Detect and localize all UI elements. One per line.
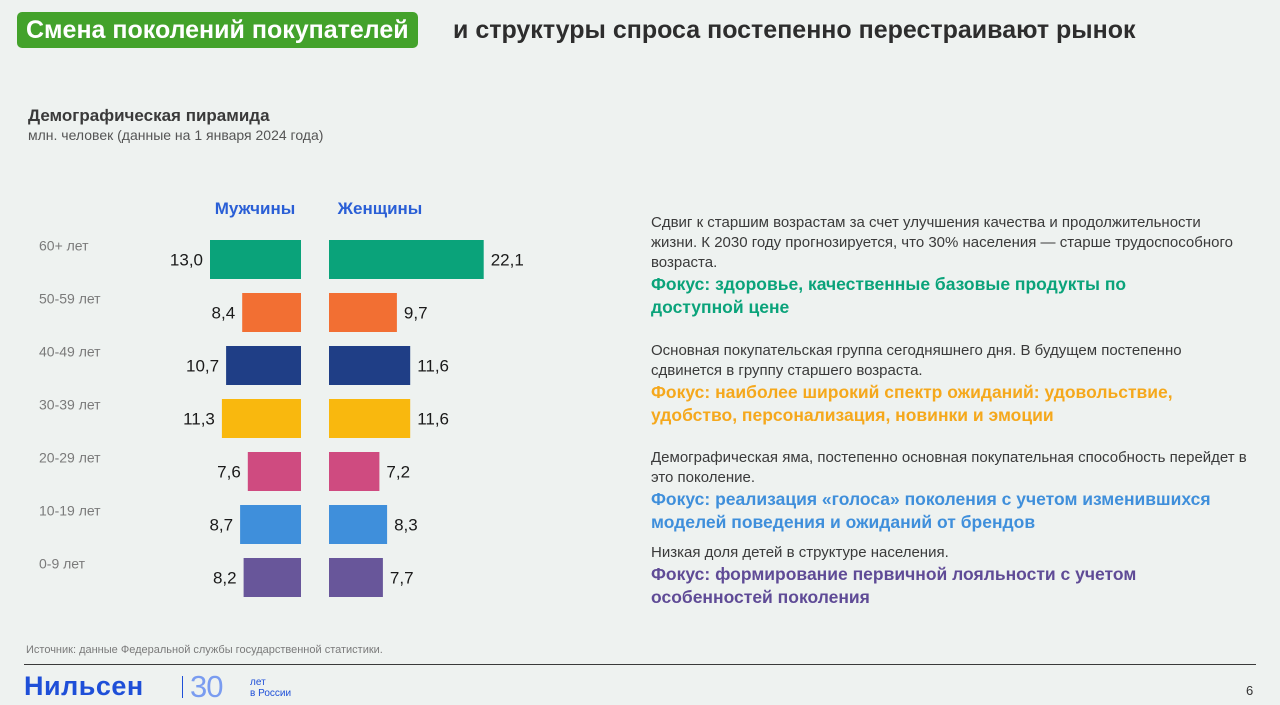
page-number: 6 xyxy=(1246,683,1254,698)
note-text: Основная покупательская группа сегодняшн… xyxy=(651,342,1182,379)
bar-men xyxy=(243,558,301,597)
value-label-women: 11,6 xyxy=(417,357,449,376)
logo-anniversary-text: лет в России xyxy=(250,677,291,699)
value-label-women: 11,6 xyxy=(417,410,449,429)
note-youth: Демографическая яма, постепенно основная… xyxy=(651,448,1251,534)
bar-women xyxy=(329,399,411,438)
value-label-women: 7,7 xyxy=(390,569,414,588)
bar-men xyxy=(242,293,301,332)
value-label-men: 8,7 xyxy=(209,516,233,535)
bar-women xyxy=(329,293,397,332)
bar-men xyxy=(210,240,301,279)
logo-sub-line: лет xyxy=(250,677,266,688)
age-group-label: 10-19 лет xyxy=(39,503,101,519)
page-title: и структуры спроса постепенно перестраив… xyxy=(453,16,1136,44)
note-focus: Фокус: формирование первичной лояльности… xyxy=(651,564,1137,607)
chart-subtitle: млн. человек (данные на 1 января 2024 го… xyxy=(28,127,324,143)
footer-divider xyxy=(24,664,1256,665)
age-group-label: 30-39 лет xyxy=(39,397,101,413)
bar-women xyxy=(329,505,388,544)
value-label-men: 7,6 xyxy=(217,463,241,482)
bar-men xyxy=(247,452,301,491)
note-older-generation: Сдвиг к старшим возрастам за счет улучше… xyxy=(651,213,1251,319)
legend-men: Мужчины xyxy=(215,199,296,218)
population-pyramid-chart: Мужчины Женщины 60+ лет 13,0 22,1 50-59 лет 8,… xyxy=(39,199,524,597)
bar-women xyxy=(329,346,411,385)
bar-men xyxy=(221,399,301,438)
age-group-label: 20-29 лет xyxy=(39,450,101,466)
age-group-label: 0-9 лет xyxy=(39,556,86,572)
note-focus: Фокус: здоровье, качественные базовые пр… xyxy=(651,274,1127,317)
bar-women xyxy=(329,452,380,491)
age-group-label: 40-49 лет xyxy=(39,344,101,360)
source-note: Источник: данные Федеральной службы госу… xyxy=(26,644,383,656)
bar-women xyxy=(329,240,484,279)
note-text: Сдвиг к старшим возрастам за счет улучше… xyxy=(651,214,1233,271)
logo-divider xyxy=(182,676,183,698)
note-text: Демографическая яма, постепенно основная… xyxy=(651,449,1247,486)
value-label-men: 8,4 xyxy=(212,304,236,323)
value-label-men: 10,7 xyxy=(186,357,219,376)
value-label-women: 22,1 xyxy=(491,251,524,270)
chart-title: Демографическая пирамида xyxy=(28,106,270,125)
value-label-men: 11,3 xyxy=(183,410,215,429)
bar-women xyxy=(329,558,383,597)
note-core-shoppers: Основная покупательская группа сегодняшн… xyxy=(651,341,1251,427)
age-group-label: 50-59 лет xyxy=(39,291,101,307)
nielsen-logo: Нильсен xyxy=(24,671,144,701)
value-label-women: 9,7 xyxy=(404,304,428,323)
value-label-women: 7,2 xyxy=(386,463,410,482)
note-children: Низкая доля детей в структуре населения.… xyxy=(651,543,1251,609)
bar-men xyxy=(240,505,301,544)
bar-men xyxy=(226,346,301,385)
logo-sub-line: в России xyxy=(250,688,292,699)
value-label-men: 13,0 xyxy=(170,251,203,270)
logo-anniversary-number: 30 xyxy=(190,669,223,704)
legend-women: Женщины xyxy=(337,199,423,218)
value-label-men: 8,2 xyxy=(213,569,237,588)
note-focus: Фокус: наиболее широкий спектр ожиданий:… xyxy=(651,382,1173,425)
note-text: Низкая доля детей в структуре населения. xyxy=(651,544,949,561)
age-group-label: 60+ лет xyxy=(39,238,89,254)
value-label-women: 8,3 xyxy=(394,516,418,535)
title-highlight: Смена поколений покупателей xyxy=(17,12,418,48)
note-focus: Фокус: реализация «голоса» поколения с у… xyxy=(651,489,1211,532)
